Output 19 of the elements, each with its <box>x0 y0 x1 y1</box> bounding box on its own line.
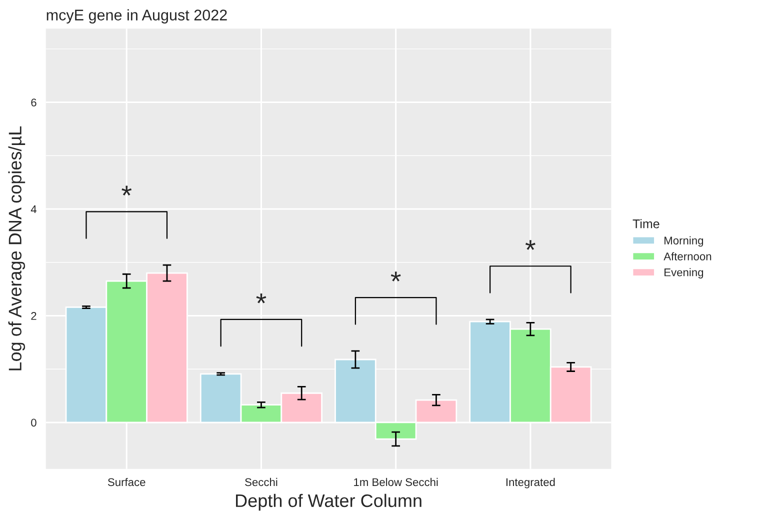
y-axis-title: Log of Average DNA copies/µL <box>8 126 26 370</box>
x-tick-label: Integrated <box>506 478 555 488</box>
annotation: * <box>525 240 536 250</box>
annotation: * <box>122 186 132 196</box>
x-tick-label: Surface <box>108 478 146 486</box>
x-tick-label: Secchi <box>245 478 278 486</box>
y-tick-label: 6 <box>31 98 36 106</box>
legend-label: Morning <box>664 236 704 247</box>
chart-title: mcyE gene in August 2022 <box>46 9 227 24</box>
legend-label: Afternoon <box>664 252 712 260</box>
y-tick-label: 2 <box>31 312 36 320</box>
annotation: * <box>390 272 401 282</box>
y-tick-label: 0 <box>31 418 36 427</box>
annotation: * <box>256 294 266 304</box>
legend-title: Time <box>632 219 660 228</box>
x-tick-label: 1m Below Secchi <box>354 478 438 486</box>
y-tick-label: 4 <box>30 205 36 214</box>
legend-label: Evening <box>664 268 704 278</box>
x-axis-title: Depth of Water Column <box>236 494 422 511</box>
